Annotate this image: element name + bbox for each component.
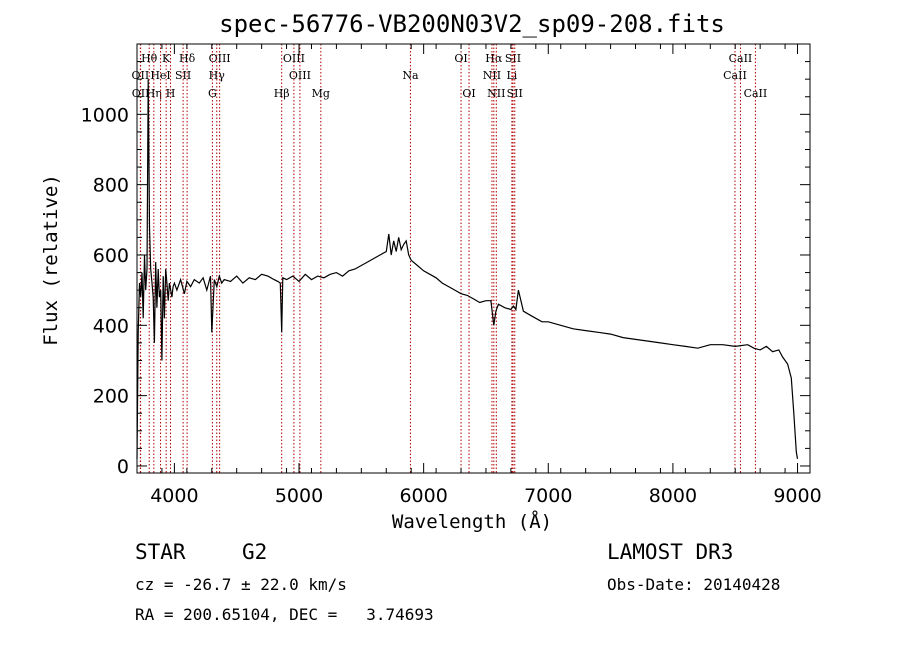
cz-readout: cz = -26.7 ± 22.0 km/s — [135, 575, 347, 594]
object-class: STAR — [135, 540, 186, 564]
y-tick-label: 400 — [93, 315, 129, 337]
y-tick-label: 1000 — [81, 104, 129, 126]
plot-frame — [136, 43, 811, 474]
line-marker-label: OIII — [283, 52, 305, 65]
line-marker-label: Na — [402, 69, 419, 82]
x-tick-label: 4000 — [150, 485, 198, 507]
line-marker-label: Mg — [312, 87, 330, 100]
line-marker-label: Hδ — [179, 52, 196, 65]
line-marker-label: CaII — [744, 87, 768, 100]
line-marker-label: Hθ — [141, 52, 158, 65]
survey-label: LAMOST DR3 — [607, 540, 734, 564]
coordinates-readout: RA = 200.65104, DEC = 3.74693 — [135, 605, 434, 624]
line-marker-label: OII — [132, 87, 150, 100]
x-tick-label: 5000 — [275, 485, 323, 507]
x-tick-label: 6000 — [399, 485, 447, 507]
line-marker-label: SII — [507, 87, 523, 100]
x-tick-label: 9000 — [773, 485, 821, 507]
line-marker-label: Li — [506, 69, 517, 82]
y-tick-label: 200 — [93, 386, 129, 408]
y-tick-label: 600 — [93, 245, 129, 267]
y-axis-label: Flux (relative) — [40, 174, 62, 346]
line-marker-label: Hγ — [209, 69, 226, 82]
axes: 4000 5000 6000 7000 8000 9000 0 200 400 600 800 100… — [81, 43, 822, 507]
line-marker-label: K — [162, 52, 171, 65]
line-marker-label: CaII — [729, 52, 753, 65]
y-tick-label: 0 — [117, 456, 129, 478]
line-marker-label: Hη — [146, 87, 162, 100]
x-tick-label: 8000 — [649, 485, 697, 507]
line-marker-label: OI — [462, 87, 475, 100]
line-marker-label: SII — [175, 69, 191, 82]
x-tick-label: 7000 — [524, 485, 572, 507]
line-marker-label: OIII — [289, 69, 311, 82]
line-marker-label: SII — [505, 52, 521, 65]
x-axis-label: Wavelength (Å) — [392, 510, 552, 533]
chart-title: spec-56776-VB200N03V2_sp09-208.fits — [219, 10, 725, 38]
line-marker-label: NII — [483, 69, 501, 82]
spectral-subclass: G2 — [242, 540, 268, 564]
spectrum-line — [136, 79, 799, 460]
line-marker-label: CaII — [723, 69, 747, 82]
line-marker-label: H — [166, 87, 176, 100]
line-marker-label: HeI — [150, 69, 170, 82]
line-marker-label: Hα — [485, 52, 503, 65]
line-marker-label: OIII — [209, 52, 231, 65]
line-marker-label: OI — [454, 52, 467, 65]
obs-date-readout: Obs-Date: 20140428 — [607, 575, 781, 594]
line-marker-label: G — [208, 87, 217, 100]
line-marker-label: Hβ — [274, 87, 290, 100]
y-tick-label: 800 — [93, 175, 129, 197]
line-marker-label: NII — [487, 87, 505, 100]
